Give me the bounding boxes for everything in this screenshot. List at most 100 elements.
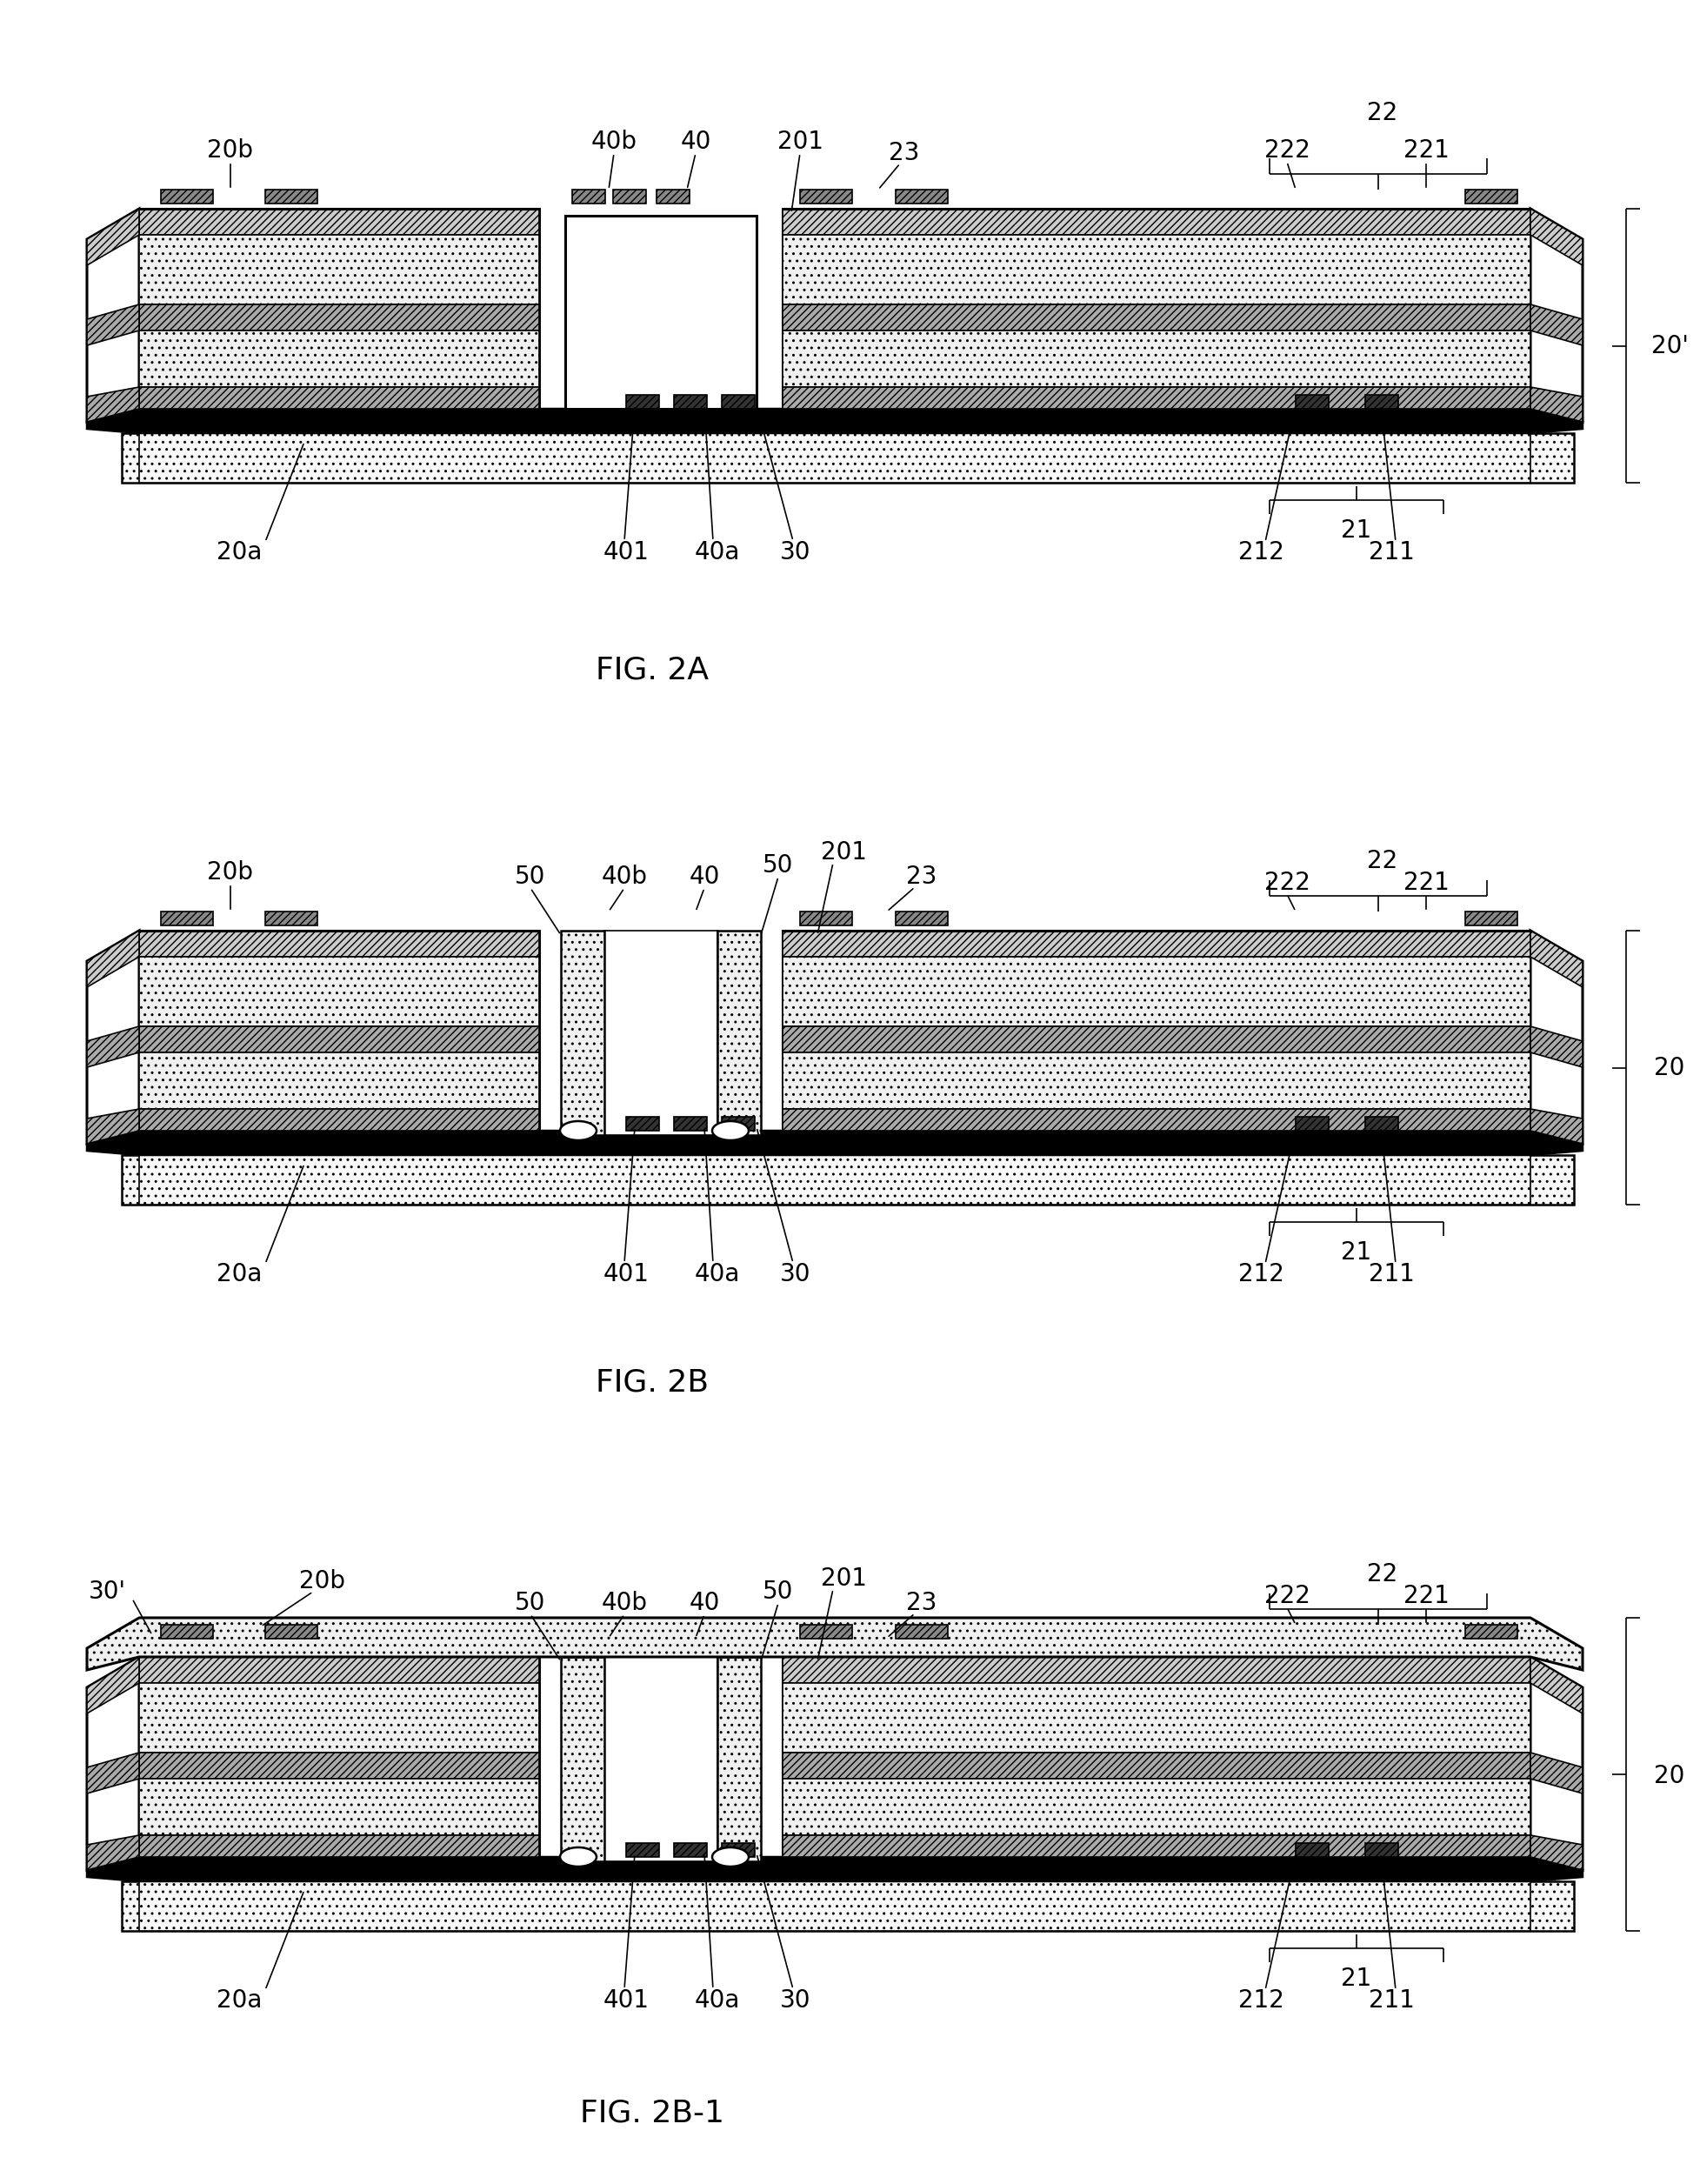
- Bar: [782, 1026, 1530, 1053]
- Bar: [139, 210, 539, 236]
- Bar: [139, 930, 539, 957]
- Bar: [564, 216, 756, 408]
- Text: 222: 222: [1263, 871, 1309, 895]
- Text: 50: 50: [763, 1579, 794, 1603]
- Bar: [604, 1658, 717, 1861]
- Bar: [139, 1658, 539, 1684]
- Text: 21: 21: [1341, 1966, 1372, 1992]
- Bar: [561, 930, 603, 1136]
- Bar: [782, 1684, 1530, 1752]
- Bar: [673, 1843, 707, 1856]
- Text: 40b: 40b: [602, 865, 648, 889]
- Bar: [265, 911, 318, 926]
- Bar: [782, 930, 1530, 1131]
- Text: 221: 221: [1402, 871, 1448, 895]
- Polygon shape: [87, 1026, 139, 1068]
- Bar: [799, 911, 852, 926]
- Text: 20: 20: [1654, 1765, 1685, 1789]
- Bar: [122, 432, 1573, 483]
- Text: 23: 23: [906, 1590, 937, 1616]
- Polygon shape: [1530, 387, 1581, 422]
- Bar: [139, 387, 539, 408]
- Bar: [1295, 1116, 1328, 1131]
- Bar: [139, 1109, 539, 1131]
- Bar: [139, 957, 539, 1026]
- Text: 40a: 40a: [694, 539, 740, 563]
- Bar: [721, 1843, 755, 1856]
- Text: 20a: 20a: [216, 539, 262, 563]
- Ellipse shape: [559, 1848, 597, 1867]
- Bar: [782, 387, 1530, 408]
- Text: FIG. 2A: FIG. 2A: [595, 655, 709, 684]
- Polygon shape: [1530, 210, 1581, 264]
- Bar: [1295, 395, 1328, 408]
- Bar: [139, 330, 539, 387]
- Text: 23: 23: [889, 142, 920, 166]
- Bar: [782, 957, 1530, 1026]
- Polygon shape: [87, 930, 139, 987]
- Polygon shape: [1530, 1026, 1581, 1068]
- Bar: [265, 1638, 318, 1651]
- Polygon shape: [1530, 210, 1581, 422]
- Text: 40a: 40a: [694, 1987, 740, 2014]
- Bar: [782, 930, 1530, 957]
- Bar: [717, 930, 760, 1136]
- Bar: [782, 210, 1530, 408]
- Polygon shape: [87, 210, 139, 422]
- Bar: [717, 1658, 760, 1861]
- Bar: [571, 190, 605, 203]
- Polygon shape: [1530, 1752, 1581, 1793]
- Bar: [139, 1658, 539, 1856]
- Polygon shape: [87, 1658, 139, 1870]
- Bar: [626, 395, 660, 408]
- Text: 222: 222: [1263, 138, 1309, 162]
- Text: 20a: 20a: [216, 1262, 262, 1286]
- Bar: [139, 210, 539, 408]
- Text: 40b: 40b: [602, 1590, 648, 1616]
- Bar: [604, 930, 717, 1136]
- Text: 30': 30': [88, 1579, 126, 1603]
- Text: 201: 201: [819, 841, 865, 865]
- Bar: [139, 304, 539, 330]
- Text: 212: 212: [1238, 1262, 1284, 1286]
- Text: 20: 20: [1654, 1055, 1685, 1079]
- Text: 211: 211: [1367, 1987, 1414, 2014]
- Bar: [122, 1155, 1573, 1206]
- Bar: [782, 1835, 1530, 1856]
- Bar: [139, 1835, 539, 1856]
- Bar: [721, 395, 755, 408]
- Bar: [896, 1638, 947, 1651]
- Text: 21: 21: [1341, 518, 1372, 544]
- Bar: [1365, 1843, 1397, 1856]
- Bar: [782, 1658, 1530, 1856]
- Text: 22: 22: [1367, 850, 1397, 874]
- Bar: [162, 190, 212, 203]
- Bar: [1365, 1116, 1397, 1131]
- Bar: [1295, 1843, 1328, 1856]
- Polygon shape: [1530, 1658, 1581, 1714]
- Bar: [782, 1778, 1530, 1835]
- Bar: [626, 1843, 660, 1856]
- Bar: [782, 1658, 1530, 1684]
- Polygon shape: [1530, 304, 1581, 345]
- Polygon shape: [87, 1835, 139, 1870]
- Bar: [782, 330, 1530, 387]
- Polygon shape: [1530, 1658, 1581, 1870]
- Bar: [782, 1053, 1530, 1109]
- Text: 30: 30: [780, 1262, 811, 1286]
- Bar: [1464, 1638, 1516, 1651]
- Bar: [265, 190, 318, 203]
- Text: 50: 50: [515, 1590, 546, 1616]
- Bar: [656, 190, 688, 203]
- Text: 30: 30: [780, 539, 811, 563]
- Text: 20b: 20b: [207, 860, 253, 885]
- Text: 23: 23: [906, 865, 937, 889]
- Text: 40b: 40b: [590, 129, 636, 153]
- Text: 401: 401: [604, 1262, 649, 1286]
- Text: 50: 50: [515, 865, 546, 889]
- Polygon shape: [1530, 1835, 1581, 1870]
- Polygon shape: [87, 387, 139, 422]
- Bar: [139, 1053, 539, 1109]
- Text: 40: 40: [689, 865, 719, 889]
- Text: 212: 212: [1238, 1987, 1284, 2014]
